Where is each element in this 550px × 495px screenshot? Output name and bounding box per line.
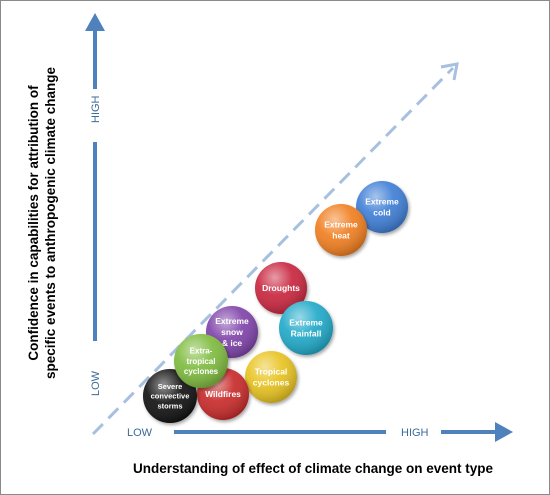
y-axis-high-label: HIGH xyxy=(90,95,102,123)
bubble-shine-severe-convective-storms xyxy=(143,369,197,423)
x-axis-title: Understanding of effect of climate chang… xyxy=(133,461,494,476)
bubble-label-extra-tropical-cyclones: Extra- xyxy=(190,346,213,355)
y-axis-title: Confidence in capabilities for attributi… xyxy=(26,66,58,379)
bubble-label-severe-convective-storms: storms xyxy=(157,401,182,410)
bubble-label-extreme-rainfall: Extreme xyxy=(289,317,323,327)
bubble-label-droughts: Droughts xyxy=(262,283,300,293)
bubble-label-extreme-cold: cold xyxy=(373,208,390,218)
bubble-droughts: Droughts xyxy=(255,262,307,314)
bubble-shine-droughts xyxy=(255,262,307,314)
y-axis-low-label: LOW xyxy=(90,370,102,396)
bubble-tropical-cyclones: Tropical cyclones xyxy=(245,351,297,403)
bubble-label-tropical-cyclones: Tropical xyxy=(255,366,288,376)
bubble-label-extreme-heat: Extreme xyxy=(324,219,358,229)
bubble-label-extreme-snow-ice: snow xyxy=(221,327,243,337)
bubble-shine-extreme-heat xyxy=(315,204,367,256)
diagonal-arrowhead xyxy=(440,62,459,81)
y-axis-arrowhead xyxy=(85,13,105,31)
bubble-shine-tropical-cyclones xyxy=(245,351,297,403)
bubble-label-extreme-snow-ice: & ice xyxy=(222,338,243,348)
bubble-label-tropical-cyclones: cyclones xyxy=(253,378,290,388)
y-axis: LOW HIGH xyxy=(85,13,105,396)
x-axis-low-label: LOW xyxy=(127,427,153,439)
x-axis: LOW HIGH xyxy=(127,422,513,442)
bubble-label-extreme-heat: heat xyxy=(332,231,350,241)
diagonal-dashed-arrow xyxy=(91,62,459,436)
bubble-label-extra-tropical-cyclones: cyclones xyxy=(184,367,219,376)
bubble-extreme-heat: Extreme heat xyxy=(315,204,367,256)
diagonal-dashed-line xyxy=(91,66,455,436)
bubble-shine-extreme-cold xyxy=(356,181,408,233)
bubble-shine-extra-tropical-cyclones xyxy=(174,334,228,388)
x-axis-arrowhead xyxy=(495,422,513,442)
x-axis-high-label: HIGH xyxy=(401,427,429,439)
y-axis-title-line2: specific events to anthropogenic climate… xyxy=(43,66,58,379)
bubble-label-extreme-cold: Extreme xyxy=(365,196,399,206)
bubble-label-severe-convective-storms: Severe xyxy=(158,382,183,391)
bubble-label-extreme-snow-ice: Extreme xyxy=(215,316,249,326)
event-bubbles: Extreme cold Extreme heat Droughts Extreme Rai… xyxy=(143,181,408,423)
bubble-label-extra-tropical-cyclones: tropical xyxy=(187,357,216,366)
bubble-shine-extreme-rainfall xyxy=(279,301,333,355)
bubble-label-wildfires: Wildfires xyxy=(205,389,241,399)
bubble-extreme-cold: Extreme cold xyxy=(356,181,408,233)
bubble-label-extreme-rainfall: Rainfall xyxy=(291,329,322,339)
y-axis-title-line1: Confidence in capabilities for attributi… xyxy=(26,85,41,361)
bubble-label-severe-convective-storms: convective xyxy=(151,392,190,401)
bubble-extreme-rainfall: Extreme Rainfall xyxy=(279,301,333,355)
